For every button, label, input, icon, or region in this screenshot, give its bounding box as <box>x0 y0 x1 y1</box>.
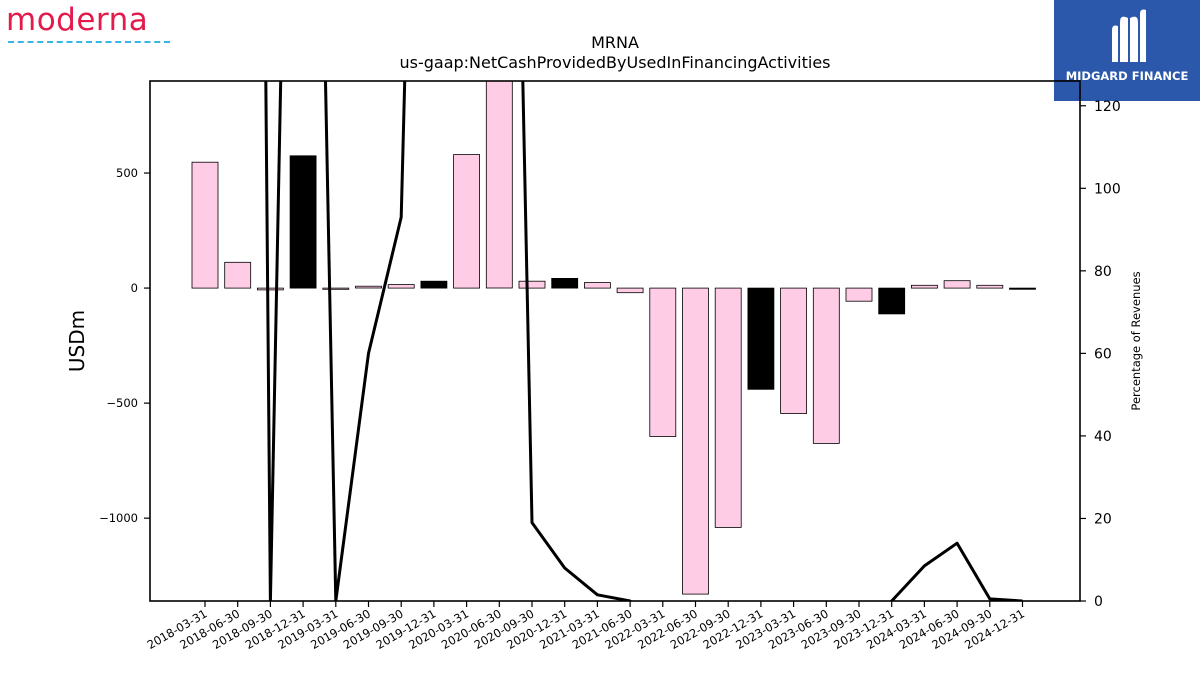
bar-2023-06-30 <box>812 287 840 444</box>
y-tick-label: 0 <box>131 281 138 295</box>
bar-2022-09-30 <box>714 287 742 528</box>
bar-2018-09-30 <box>256 287 284 291</box>
bars-layer <box>191 81 1036 595</box>
bar-2018-12-31 <box>289 155 317 289</box>
chart-title: MRNA <box>591 33 639 52</box>
bar-2019-06-30 <box>355 285 382 289</box>
y2-tick-label: 0 <box>1094 594 1103 610</box>
bar-2022-12-31 <box>747 287 775 390</box>
bar-2019-12-31 <box>420 280 448 289</box>
bar-2021-06-30 <box>616 287 644 294</box>
bar-2023-03-31 <box>780 287 807 414</box>
moderna-logo-underline <box>8 41 170 43</box>
bar-2022-03-31 <box>649 287 677 437</box>
midgard-finance-logo: MIDGARD FINANCE <box>1054 0 1200 101</box>
bar-2021-03-31 <box>584 282 611 289</box>
moderna-logo: moderna <box>6 2 176 46</box>
y-tick-label: −500 <box>106 396 138 410</box>
plot-frame <box>149 80 1081 602</box>
bar-2023-09-30 <box>845 287 873 302</box>
bar-2023-12-31 <box>878 287 906 315</box>
bar-2024-03-31 <box>911 284 938 289</box>
x-axis: 2018-03-312018-06-302018-09-302018-12-31… <box>145 601 1027 652</box>
y-axis-label: USDm <box>65 310 89 372</box>
chart-subtitle: us-gaap:NetCashProvidedByUsedInFinancing… <box>399 53 830 72</box>
bar-2024-12-31 <box>1009 287 1036 290</box>
revenue-percentage-line <box>264 81 1023 601</box>
y2-tick-label: 20 <box>1094 511 1112 527</box>
bar-2019-09-30 <box>387 284 415 289</box>
moderna-logo-text: moderna <box>6 2 149 38</box>
bar-2019-03-31 <box>322 287 350 290</box>
y-tick-label: −1000 <box>99 511 138 525</box>
bar-2018-06-30 <box>224 261 252 289</box>
y-axis-right: 0 20 40 60 80 100 120 <box>1080 99 1121 610</box>
line-layer <box>264 81 1023 601</box>
bar-2024-06-30 <box>943 280 971 289</box>
bar-2020-09-30 <box>518 280 546 289</box>
y2-tick-label: 100 <box>1094 181 1121 197</box>
midgard-finance-text: MIDGARD FINANCE <box>1065 69 1189 83</box>
y2-tick-label: 80 <box>1094 264 1112 280</box>
bar-2020-03-31 <box>453 154 481 289</box>
bar-2022-06-30 <box>682 287 709 595</box>
y2-tick-label: 40 <box>1094 429 1112 445</box>
bar-2024-09-30 <box>976 284 1004 289</box>
bar-2020-12-31 <box>551 277 579 289</box>
y2-axis-label: Percentage of Revenues <box>1129 271 1143 410</box>
y2-tick-label: 60 <box>1094 346 1112 362</box>
midgard-m-logo-icon <box>1112 9 1146 63</box>
y-axis-left: 500 0 −500 −1000 <box>99 166 150 525</box>
y2-tick-label: 120 <box>1094 99 1121 115</box>
bar-2018-03-31 <box>191 161 219 289</box>
y-tick-label: 500 <box>116 166 138 180</box>
bar-2020-06-30 <box>485 81 513 289</box>
